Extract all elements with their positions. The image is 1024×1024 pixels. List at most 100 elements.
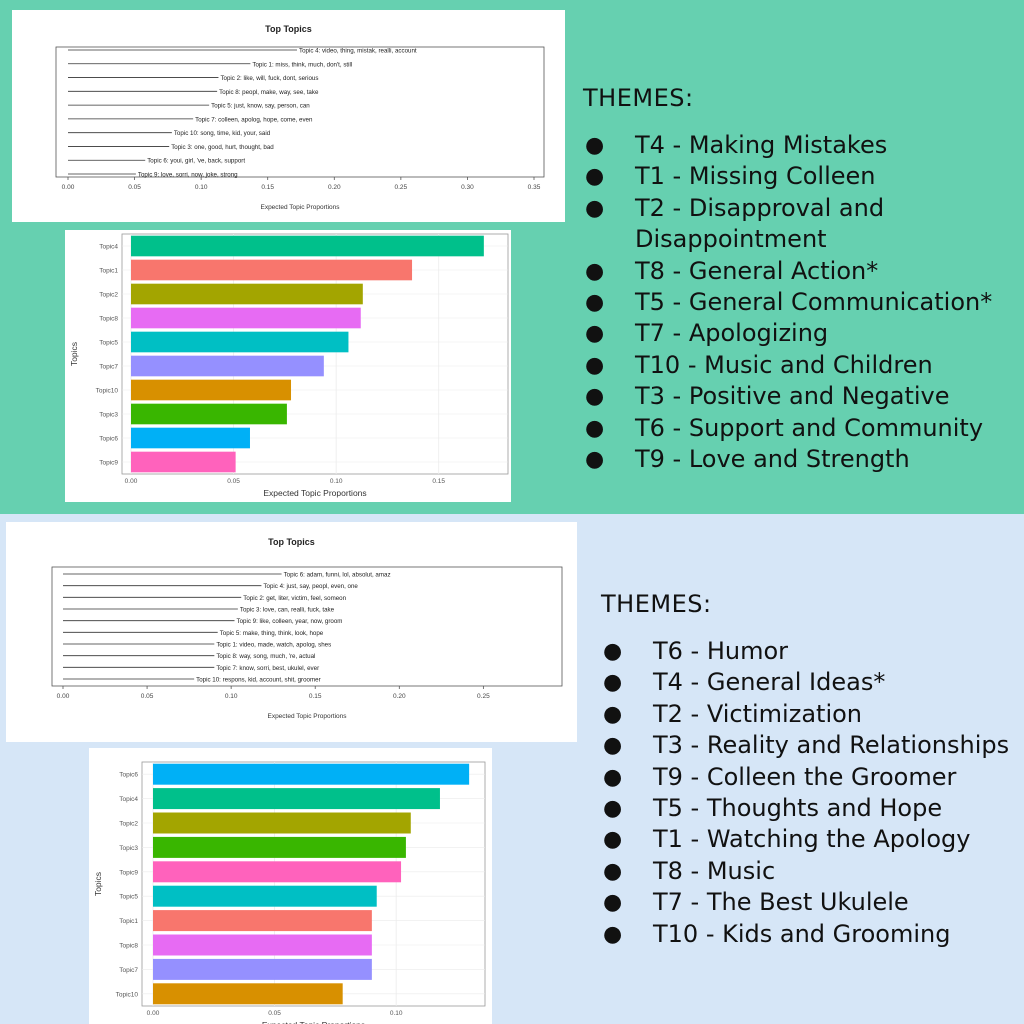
category-label: Topic2 xyxy=(119,821,138,828)
bullet-icon: ● xyxy=(585,384,605,410)
category-label: Topic9 xyxy=(99,460,118,467)
theme-label: T7 - Apologizing xyxy=(635,319,829,348)
theme-label: T10 - Music and Children xyxy=(635,350,933,379)
category-label: Topic1 xyxy=(119,918,138,925)
theme-label: T2 - Victimization xyxy=(653,699,863,728)
bar xyxy=(153,983,343,1005)
theme-label: T6 - Humor xyxy=(653,637,789,665)
category-label: Topic1 xyxy=(99,268,118,275)
theme-label: T4 - Making Mistakes xyxy=(635,131,888,159)
x-tick-label: 0.00 xyxy=(57,693,70,700)
bar xyxy=(153,763,470,785)
theme-label: T8 - Music xyxy=(653,856,776,885)
theme-item: ● T4 - Making Mistakes xyxy=(583,130,1013,161)
bullet-icon: ● xyxy=(585,290,605,316)
topic-label: Topic 7: colleen, apolog, hope, come, ev… xyxy=(195,116,313,123)
top-topics-plot-1: Top Topics Topic 4: video, thing, mistak,… xyxy=(55,24,545,211)
x-axis-label: Expected Topic Proportions xyxy=(260,204,340,211)
x-axis-label: Expected Topic Proportions xyxy=(263,488,366,498)
bullet-icon: ● xyxy=(603,827,623,853)
bar xyxy=(153,788,440,810)
x-tick-label: 0.15 xyxy=(432,478,445,485)
x-tick-label: 0.10 xyxy=(225,693,238,700)
bar xyxy=(153,861,402,883)
theme-item: ● T5 - Thoughts and Hope xyxy=(601,793,1021,824)
theme-item: ● T2 - Disapproval and Disappointment xyxy=(583,193,1013,256)
topic-label: Topic 4: just, say, peopl, even, one xyxy=(263,583,358,590)
category-label: Topic8 xyxy=(99,316,118,323)
top-topics-plot-2: Top Topics Topic 6: adam, funni, lol, abs… xyxy=(51,537,563,720)
bullet-icon: ● xyxy=(585,415,605,441)
theme-item: ● T8 - Music xyxy=(601,856,1021,887)
topic-label: Topic 10: song, time, kid, your, said xyxy=(174,130,271,137)
bar xyxy=(153,934,372,956)
bar xyxy=(131,235,484,257)
theme-label: T3 - Positive and Negative xyxy=(635,382,950,411)
x-tick-label: 0.00 xyxy=(125,478,138,485)
bullet-icon: ● xyxy=(603,890,623,916)
x-tick-label: 0.05 xyxy=(227,478,240,485)
theme-label: T8 - General Action* xyxy=(635,256,879,285)
theme-item: ● T6 - Support and Community xyxy=(583,413,1013,444)
x-tick-label: 0.15 xyxy=(261,184,274,191)
bullet-icon: ● xyxy=(603,764,623,790)
themes-heading: THEMES: xyxy=(601,590,712,618)
bar-plot-1: 0.00 0.05 0.10 0.15 Topic4 Topic1 Topic2 Topic8… xyxy=(69,233,509,498)
bar xyxy=(153,836,406,858)
bullet-icon: ● xyxy=(603,858,623,884)
category-label: Topic5 xyxy=(119,894,138,901)
x-axis-label: Expected Topic Proportions xyxy=(267,713,347,720)
category-label: Topic3 xyxy=(119,845,138,852)
bar xyxy=(153,812,411,834)
bar xyxy=(131,355,324,377)
theme-item: ● T10 - Music and Children xyxy=(583,350,1013,381)
bullet-icon: ● xyxy=(603,796,623,822)
bar xyxy=(153,958,372,980)
category-label: Topic5 xyxy=(99,340,118,347)
bar xyxy=(131,403,287,425)
bar xyxy=(131,331,349,353)
bar xyxy=(153,910,372,932)
bullet-icon: ● xyxy=(585,164,605,190)
theme-label: T1 - Watching the Apology xyxy=(653,825,971,854)
x-tick-label: 0.20 xyxy=(328,184,341,191)
x-tick-label: 0.05 xyxy=(141,693,154,700)
theme-label: T6 - Support and Community xyxy=(635,413,984,442)
theme-label: T9 - Love and Strength xyxy=(635,445,910,474)
bullet-icon: ● xyxy=(603,733,623,759)
topic-label: Topic 6: adam, funni, lol, absolut, amaz xyxy=(284,572,391,579)
theme-item: ● T7 - Apologizing xyxy=(583,318,1013,349)
bar xyxy=(131,379,292,401)
x-tick-label: 0.10 xyxy=(195,184,208,191)
theme-label: T4 - General Ideas* xyxy=(653,668,886,697)
category-label: Topic3 xyxy=(99,412,118,419)
top-topics-chart-1: Top Topics Topic 4: video, thing, mistak,… xyxy=(12,10,565,222)
y-axis-label: Topics xyxy=(69,342,79,366)
bullet-icon: ● xyxy=(585,258,605,284)
bar-chart-1: 0.00 0.05 0.10 0.15 Topic4 Topic1 Topic2 Topic8… xyxy=(65,230,511,502)
bullet-icon: ● xyxy=(585,133,605,158)
x-tick-label: 0.15 xyxy=(309,693,322,700)
x-tick-label: 0.25 xyxy=(477,693,490,700)
x-tick-label: 0.00 xyxy=(147,1010,160,1017)
bar xyxy=(131,307,361,329)
chart-title: Top Topics xyxy=(268,537,315,547)
theme-item: ● T7 - The Best Ukulele xyxy=(601,887,1021,918)
theme-label: T9 - Colleen the Groomer xyxy=(653,762,957,791)
category-label: Topic4 xyxy=(99,244,118,251)
category-label: Topic6 xyxy=(99,436,118,443)
theme-item: ● T8 - General Action* xyxy=(583,256,1013,287)
category-label: Topic10 xyxy=(116,991,139,998)
themes-list-bottom: THEMES: ● T6 - Humor ● T4 - General Ideas* ●… xyxy=(601,590,1021,950)
theme-item: ● T3 - Positive and Negative xyxy=(583,381,1013,412)
topic-label: Topic 7: know, sorri, best, ukulel, ever xyxy=(216,665,319,672)
y-axis-label: Topics xyxy=(93,872,103,896)
bottom-section: Top Topics Topic 6: adam, funni, lol, abs… xyxy=(0,514,1024,1024)
topic-label: Topic 9: love, sorri, now, joke, strong xyxy=(138,172,238,179)
theme-item: ● T6 - Humor xyxy=(601,636,1021,667)
category-label: Topic10 xyxy=(96,388,119,395)
topic-label: Topic 8: peopl, make, way, see, take xyxy=(219,89,319,96)
theme-label: T3 - Reality and Relationships xyxy=(653,731,1010,760)
x-tick-label: 0.00 xyxy=(62,184,75,191)
chart-title: Top Topics xyxy=(265,24,312,34)
